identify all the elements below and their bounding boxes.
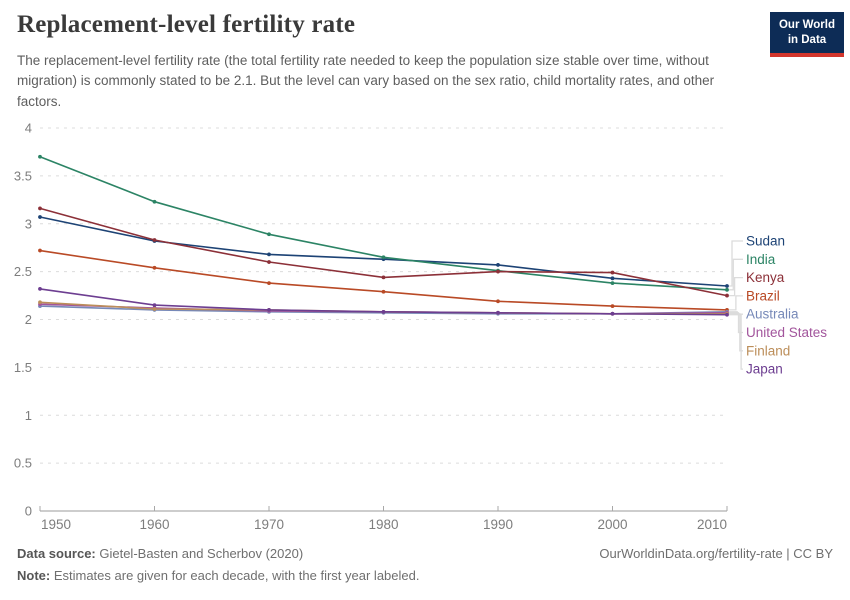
y-tick-label-0.5: 0.5 [14, 456, 32, 471]
series-point-japan-1960 [152, 303, 157, 308]
legend-label-kenya[interactable]: Kenya [746, 270, 785, 285]
chart-axes: 0 0.5 1 1.5 2 2.5 3 3.5 4 1950 1960 1970 1980 1990 200… [14, 121, 728, 532]
chart-series-lines [38, 154, 729, 317]
series-point-finland-1950 [38, 300, 42, 305]
owid-credit-link[interactable]: OurWorldinData.org/fertility-rate | CC B… [599, 546, 833, 561]
y-tick-label-2: 2 [25, 312, 32, 327]
legend-label-brazil[interactable]: Brazil [746, 288, 780, 303]
series-point-brazil-1980 [381, 289, 386, 294]
series-line-kenya[interactable] [39, 207, 728, 297]
connector-india [729, 258, 743, 291]
series-point-kenya-1980 [381, 275, 386, 280]
series-point-japan-2000 [610, 311, 615, 316]
y-tick-label-0: 0 [25, 504, 32, 519]
note-text: Estimates are given for each decade, wit… [50, 568, 420, 583]
series-point-sudan-1950 [38, 215, 42, 219]
series-point-india-2010 [725, 287, 729, 292]
y-tick-label-3: 3 [25, 216, 32, 231]
series-point-japan-1950 [38, 286, 42, 291]
series-point-kenya-1970 [267, 260, 271, 264]
series-point-sudan-2000 [610, 276, 615, 281]
series-point-sudan-1970 [267, 252, 271, 257]
series-point-brazil-1970 [267, 281, 271, 286]
series-point-finland-1960 [152, 307, 157, 311]
connector-japan [729, 314, 743, 370]
series-point-india-2000 [610, 281, 615, 286]
chart-legend: Sudan India Kenya Brazil Australia United Sta… [746, 234, 827, 377]
y-tick-label-4: 4 [25, 121, 32, 136]
connector-brazil [729, 295, 743, 311]
y-tick-label-3.5: 3.5 [14, 168, 32, 183]
legend-label-sudan[interactable]: Sudan [746, 234, 785, 249]
series-point-kenya-1990 [496, 269, 500, 274]
legend-label-india[interactable]: India [746, 252, 776, 267]
y-tick-label-2.5: 2.5 [14, 264, 32, 279]
series-point-sudan-2010 [725, 284, 729, 288]
y-tick-label-1: 1 [25, 408, 32, 423]
page-title: Replacement-level fertility rate [17, 11, 356, 38]
series-point-brazil-1990 [496, 299, 500, 304]
x-tick-label-2000: 2000 [597, 517, 627, 532]
legend-label-finland[interactable]: Finland [746, 343, 790, 358]
series-point-brazil-1960 [152, 265, 157, 270]
legend-connector-lines [729, 240, 743, 370]
chart-subtitle: The replacement-level fertility rate (th… [17, 53, 715, 109]
legend-label-japan[interactable]: Japan [746, 362, 783, 377]
series-point-brazil-2000 [610, 304, 615, 308]
connector-sudan [729, 240, 743, 287]
series-point-kenya-1950 [38, 206, 42, 211]
x-tick-label-1990: 1990 [483, 517, 513, 532]
series-line-india[interactable] [39, 155, 728, 291]
series-point-japan-1970 [267, 308, 271, 312]
series-point-japan-1990 [496, 310, 500, 315]
x-tick-label-2010: 2010 [697, 517, 727, 532]
data-source-text: Gietel-Basten and Scherbov (2020) [95, 546, 304, 561]
series-point-japan-1980 [381, 309, 386, 314]
series-point-sudan-1990 [496, 263, 500, 267]
series-point-kenya-2010 [725, 293, 729, 298]
data-source-label: Data source: [17, 546, 96, 561]
x-tick-label-1980: 1980 [368, 517, 398, 532]
series-point-india-1970 [267, 232, 271, 237]
series-point-india-1950 [38, 154, 42, 159]
series-point-india-1980 [381, 255, 386, 260]
owid-logo-line2: in Data [787, 33, 827, 46]
series-point-brazil-1950 [38, 248, 42, 253]
legend-label-united-states[interactable]: United States [746, 325, 827, 340]
x-tick-label-1960: 1960 [139, 517, 169, 532]
legend-label-australia[interactable]: Australia [746, 307, 799, 322]
data-source-line: Data source: Gietel-Basten and Scherbov … [17, 546, 303, 561]
connector-kenya [729, 276, 743, 297]
x-tick-label-1950: 1950 [41, 517, 71, 532]
chart-gridlines [40, 127, 727, 464]
series-point-japan-2010 [725, 312, 729, 317]
series-point-kenya-2000 [610, 270, 615, 275]
series-point-kenya-1960 [152, 238, 157, 242]
y-tick-label-1.5: 1.5 [14, 360, 32, 375]
series-point-india-1960 [152, 199, 157, 204]
owid-logo-line1: Our World [778, 19, 835, 31]
note-label: Note: [17, 568, 51, 583]
note-line: Note: Estimates are given for each decad… [17, 568, 419, 583]
owid-logo: Our World in Data [770, 12, 844, 57]
x-tick-label-1970: 1970 [254, 517, 284, 532]
